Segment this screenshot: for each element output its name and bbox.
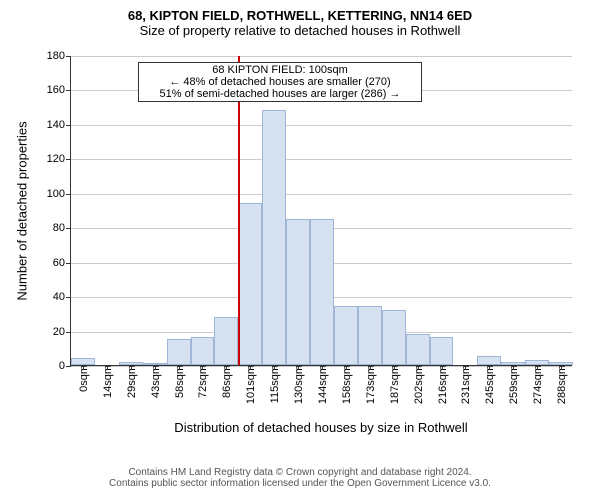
xtick-mark: [513, 365, 514, 370]
xtick-mark: [131, 365, 132, 370]
gridline: [71, 125, 572, 126]
xtick-label: 158sqm: [339, 365, 353, 404]
xtick-mark: [274, 365, 275, 370]
ytick-mark: [66, 194, 71, 195]
xtick-mark: [179, 365, 180, 370]
xtick-label: 115sqm: [267, 365, 281, 403]
footer-line1: Contains HM Land Registry data © Crown c…: [0, 467, 600, 478]
gridline: [71, 194, 572, 195]
xtick-label: 274sqm: [530, 365, 544, 404]
histogram-bar: [382, 310, 406, 365]
ytick-mark: [66, 297, 71, 298]
xtick-mark: [202, 365, 203, 370]
xtick-label: 202sqm: [411, 365, 425, 404]
xtick-mark: [226, 365, 227, 370]
histogram-bar: [214, 317, 238, 365]
histogram-bar: [310, 219, 334, 365]
xtick-label: 144sqm: [315, 365, 329, 404]
plot-area: 0204060801001201401601800sqm14sqm29sqm43…: [70, 56, 572, 366]
footer-line2: Contains public sector information licen…: [0, 478, 600, 489]
ytick-mark: [66, 366, 71, 367]
annotation-box: 68 KIPTON FIELD: 100sqm← 48% of detached…: [138, 62, 422, 102]
xtick-mark: [250, 365, 251, 370]
property-size-chart: 68, KIPTON FIELD, ROTHWELL, KETTERING, N…: [0, 0, 600, 500]
xtick-mark: [418, 365, 419, 370]
ytick-mark: [66, 263, 71, 264]
histogram-bar: [334, 306, 358, 365]
histogram-bar: [191, 337, 215, 365]
xtick-mark: [298, 365, 299, 370]
xtick-mark: [346, 365, 347, 370]
chart-title-line2: Size of property relative to detached ho…: [0, 23, 600, 38]
xtick-mark: [394, 365, 395, 370]
histogram-bar: [406, 334, 430, 365]
xtick-mark: [370, 365, 371, 370]
histogram-bar: [286, 219, 310, 365]
annotation-line: ← 48% of detached houses are smaller (27…: [139, 76, 421, 88]
xtick-label: 187sqm: [387, 365, 401, 404]
xtick-label: 130sqm: [291, 365, 305, 404]
attribution-footer: Contains HM Land Registry data © Crown c…: [0, 467, 600, 489]
histogram-bar: [477, 356, 501, 365]
ytick-mark: [66, 125, 71, 126]
xtick-label: 259sqm: [506, 365, 520, 404]
histogram-bar: [358, 306, 382, 365]
xtick-label: 288sqm: [554, 365, 568, 404]
xtick-mark: [155, 365, 156, 370]
xtick-mark: [537, 365, 538, 370]
histogram-bar: [167, 339, 191, 365]
ytick-mark: [66, 56, 71, 57]
xtick-mark: [465, 365, 466, 370]
xtick-mark: [489, 365, 490, 370]
histogram-bar: [430, 337, 454, 365]
xtick-mark: [561, 365, 562, 370]
histogram-bar: [71, 358, 95, 365]
gridline: [71, 159, 572, 160]
xtick-label: 173sqm: [363, 365, 377, 404]
gridline: [71, 56, 572, 57]
chart-title-line1: 68, KIPTON FIELD, ROTHWELL, KETTERING, N…: [0, 0, 600, 23]
annotation-line: 68 KIPTON FIELD: 100sqm: [139, 64, 421, 76]
ytick-mark: [66, 159, 71, 160]
xtick-label: 231sqm: [458, 365, 472, 404]
ytick-mark: [66, 332, 71, 333]
xtick-label: 245sqm: [482, 365, 496, 404]
ytick-mark: [66, 228, 71, 229]
xtick-label: 216sqm: [435, 365, 449, 404]
y-axis-label: Number of detached properties: [15, 121, 30, 300]
histogram-bar: [262, 110, 286, 365]
histogram-bar: [238, 203, 262, 365]
x-axis-label: Distribution of detached houses by size …: [174, 420, 467, 435]
ytick-mark: [66, 90, 71, 91]
annotation-line: 51% of semi-detached houses are larger (…: [139, 88, 421, 100]
xtick-mark: [442, 365, 443, 370]
xtick-label: 101sqm: [243, 365, 257, 404]
xtick-mark: [322, 365, 323, 370]
xtick-mark: [83, 365, 84, 370]
xtick-mark: [107, 365, 108, 370]
reference-line: [238, 56, 240, 365]
